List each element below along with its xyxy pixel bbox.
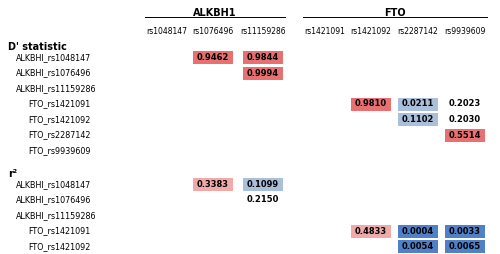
Text: 0.0033: 0.0033 [449,227,481,235]
FancyBboxPatch shape [398,225,438,237]
FancyBboxPatch shape [351,98,391,110]
Text: FTO_rs9939609: FTO_rs9939609 [28,146,90,155]
Text: 0.9810: 0.9810 [355,100,387,108]
Text: rs1421091: rs1421091 [304,27,346,36]
Text: 0.3383: 0.3383 [197,180,229,189]
Text: rs2287142: rs2287142 [398,27,438,36]
Text: rs9939609: rs9939609 [444,27,486,36]
Text: 0.0065: 0.0065 [449,242,481,251]
FancyBboxPatch shape [445,225,485,237]
Text: 0.1099: 0.1099 [247,180,279,189]
FancyBboxPatch shape [193,178,233,191]
Text: ALKBHI_rs1048147: ALKBHI_rs1048147 [16,53,91,62]
Text: FTO_rs1421092: FTO_rs1421092 [28,242,90,251]
Text: ALKBHI_rs11159286: ALKBHI_rs11159286 [16,84,96,93]
Text: 0.0054: 0.0054 [402,242,434,251]
FancyBboxPatch shape [445,129,485,141]
FancyBboxPatch shape [398,98,438,110]
Text: 0.9844: 0.9844 [247,53,279,62]
Text: rs1076496: rs1076496 [192,27,234,36]
Text: 0.0004: 0.0004 [402,227,434,235]
Text: 0.2150: 0.2150 [247,196,279,204]
Text: 0.5514: 0.5514 [449,131,481,139]
FancyBboxPatch shape [193,51,233,64]
Text: FTO_rs1421091: FTO_rs1421091 [28,227,90,235]
Text: 0.0211: 0.0211 [402,100,434,108]
Text: rs11159286: rs11159286 [240,27,286,36]
FancyBboxPatch shape [243,67,283,80]
Text: rs1048147: rs1048147 [146,27,188,36]
Text: 0.2023: 0.2023 [449,100,481,108]
Text: FTO_rs1421091: FTO_rs1421091 [28,100,90,108]
FancyBboxPatch shape [398,240,438,253]
Text: r²: r² [8,169,17,179]
Text: FTO: FTO [384,8,406,18]
Text: 0.1102: 0.1102 [402,115,434,124]
Text: 0.9462: 0.9462 [197,53,229,62]
Text: 0.9994: 0.9994 [247,69,279,77]
FancyBboxPatch shape [243,178,283,191]
Text: 0.2030: 0.2030 [449,115,481,124]
FancyBboxPatch shape [445,240,485,253]
Text: ALKBH1: ALKBH1 [193,8,237,18]
Text: FTO_rs2287142: FTO_rs2287142 [28,131,90,139]
Text: ALKBHI_rs1048147: ALKBHI_rs1048147 [16,180,91,189]
Text: 0.4833: 0.4833 [355,227,387,235]
Text: ALKBHI_rs1076496: ALKBHI_rs1076496 [16,69,92,77]
Text: rs1421092: rs1421092 [350,27,392,36]
FancyBboxPatch shape [243,51,283,64]
Text: FTO_rs1421092: FTO_rs1421092 [28,115,90,124]
FancyBboxPatch shape [351,225,391,237]
Text: ALKBHI_rs1076496: ALKBHI_rs1076496 [16,196,92,204]
Text: D' statistic: D' statistic [8,42,67,52]
FancyBboxPatch shape [398,113,438,126]
Text: ALKBHI_rs11159286: ALKBHI_rs11159286 [16,211,96,220]
